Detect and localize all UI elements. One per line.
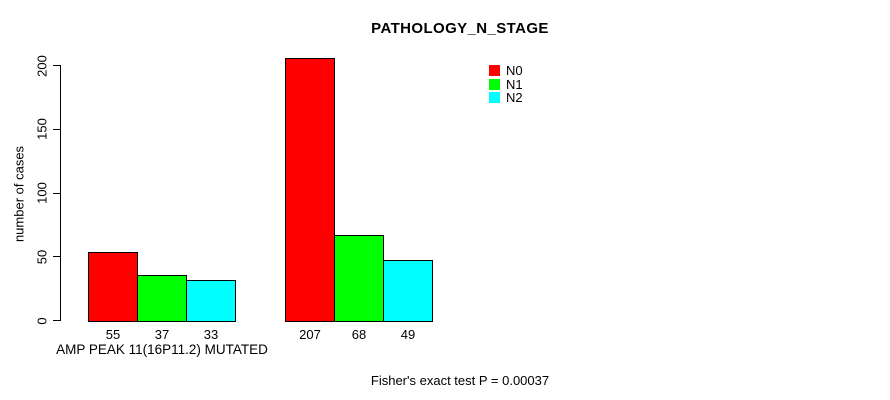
y-tick-50 (53, 256, 60, 258)
chart-title: PATHOLOGY_N_STAGE (371, 20, 549, 37)
bar-group1-n0 (88, 252, 138, 322)
bar-value-label-group2-n1: 68 (351, 327, 367, 342)
bar-group2-n1 (334, 235, 384, 322)
bar-group2-n0 (285, 58, 335, 322)
legend-swatch-n2 (489, 92, 500, 103)
y-tick-label-200: 200 (34, 54, 50, 77)
bar-group1-n1 (137, 275, 187, 322)
bar-value-label-group2-n0: 207 (299, 327, 321, 342)
legend-swatch-n0 (489, 65, 500, 76)
bar-group2-n2 (383, 260, 433, 322)
legend-item-n2: N2 (489, 90, 523, 105)
y-tick-150 (53, 128, 60, 130)
legend-label-n0: N0 (506, 63, 523, 78)
legend-label-n2: N2 (506, 90, 523, 105)
legend-label-n1: N1 (506, 76, 523, 92)
legend: N0 N1 N2 (489, 63, 523, 105)
y-tick-200 (53, 65, 60, 66)
y-tick-label-0: 0 (34, 316, 50, 325)
y-tick-label-50: 50 (34, 249, 50, 264)
bar-value-label-group1-n1: 37 (154, 327, 170, 342)
y-tick-100 (53, 192, 60, 194)
y-axis-line (60, 65, 61, 321)
fisher-test-annotation: Fisher's exact test P = 0.00037 (370, 373, 550, 388)
bar-value-label-group2-n2: 49 (400, 327, 416, 342)
y-tick-0 (53, 320, 60, 321)
y-axis-label: number of cases (11, 145, 27, 243)
y-tick-label-100: 100 (34, 182, 50, 204)
legend-swatch-n1 (489, 78, 500, 90)
bar-value-label-group1-n2: 33 (203, 327, 219, 342)
y-tick-label-150: 150 (34, 118, 50, 141)
bar-group1-n2 (186, 280, 236, 322)
x-group-label-1: AMP PEAK 11(16P11.2) MUTATED (56, 342, 268, 357)
legend-item-n0: N0 (489, 63, 523, 78)
legend-item-n1: N1 (489, 76, 523, 92)
bar-value-label-group1-n0: 55 (105, 327, 121, 342)
